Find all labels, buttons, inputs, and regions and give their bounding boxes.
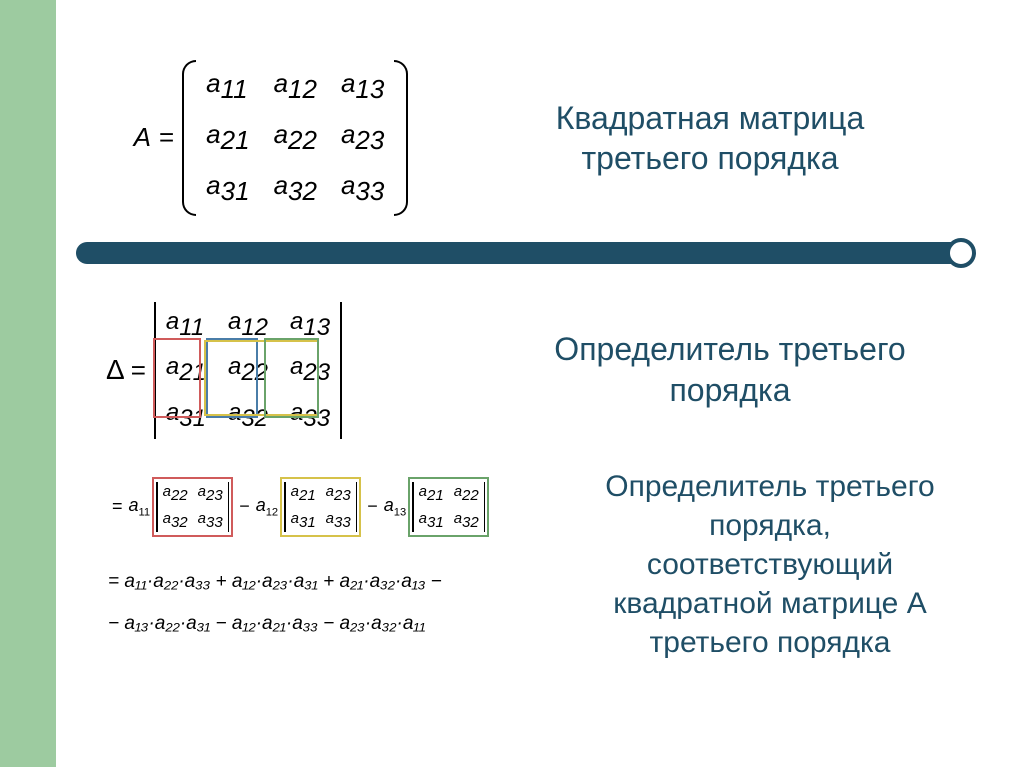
coef: a12: [256, 495, 278, 519]
matrix-parens: a11 a12 a13 a21 a22 a23 a31 a32 a33: [182, 60, 408, 216]
det-bar-right: [340, 302, 342, 439]
cofactor-expansion: = a11 a22a23 a32a33 − a12: [108, 477, 556, 537]
cell: a22: [274, 119, 317, 156]
label-line: Определитель третьего: [556, 467, 984, 506]
cell: a11: [166, 308, 206, 342]
symbol-eq: =: [131, 355, 146, 386]
term-1: a11 a22a23 a32a33: [129, 477, 234, 537]
matrix-a-formula: A = a11 a12 a13 a21 a22 a23 a31 a32 a33: [106, 60, 436, 216]
divider-bar: [76, 242, 964, 264]
label-line: Определитель третьего: [476, 329, 984, 371]
paren-left: [182, 60, 196, 216]
symbol-delta: Δ: [106, 354, 125, 386]
slide-content: A = a11 a12 a13 a21 a22 a23 a31 a32 a33: [56, 0, 1024, 767]
coef: a13: [384, 495, 406, 519]
symbol-A: A: [134, 122, 151, 153]
expansion-formula: = a11 a22a23 a32a33 − a12: [96, 477, 556, 645]
left-sidebar-stripe: [0, 0, 56, 767]
minor-yellow: a21a23 a31a33: [280, 477, 361, 537]
minor-green: a21a22 a31a32: [408, 477, 489, 537]
label-line: третьего порядка: [556, 623, 984, 662]
cell: a13: [290, 308, 330, 342]
section-matrix-definition: A = a11 a12 a13 a21 a22 a23 a31 a32 a33: [96, 60, 984, 216]
matrix-grid: a11 a12 a13 a21 a22 a23 a31 a32 a33: [196, 60, 394, 216]
highlight-red: [153, 338, 201, 418]
term-3: a13 a21a22 a31a32: [384, 477, 490, 537]
cell: a32: [274, 170, 317, 207]
expr-line-1: = a₁₁·a₂₂·a₃₃ + a₁₂·a₂₃·a₃₁ + a₂₁·a₃₂·a₁…: [108, 561, 556, 603]
divider-dot: [946, 238, 976, 268]
cell: a13: [341, 68, 384, 105]
label-line: порядка: [476, 370, 984, 412]
cell: a33: [341, 170, 384, 207]
cell: a12: [274, 68, 317, 105]
section-expansion: = a11 a22a23 a32a33 − a12: [96, 467, 984, 662]
cell: a21: [206, 119, 249, 156]
divider: [96, 242, 984, 268]
symbol-eq: =: [112, 496, 123, 517]
section-determinant: Δ = a11 a12 a13 a21 a22 a23 a31 a32: [96, 302, 984, 439]
section3-label: Определитель третьего порядка, соответст…: [556, 467, 984, 662]
det-grid-wrap: a11 a12 a13 a21 a22 a23 a31 a32 a33: [156, 302, 340, 439]
cell: a12: [228, 308, 268, 342]
paren-right: [394, 60, 408, 216]
expr-line-2: − a₁₃·a₂₂·a₃₁ − a₁₂·a₂₁·a₃₃ − a₂₃·a₃₂·a₁…: [108, 603, 556, 645]
coef: a11: [129, 495, 151, 519]
cell: a11: [206, 68, 249, 105]
section1-label: Квадратная матрица третьего порядка: [436, 98, 984, 178]
expanded-expression: = a₁₁·a₂₂·a₃₃ + a₁₂·a₂₃·a₃₁ + a₂₁·a₃₂·a₁…: [108, 561, 556, 645]
label-line: порядка,: [556, 506, 984, 545]
label-line: Квадратная матрица: [436, 98, 984, 138]
cell: a23: [341, 119, 384, 156]
label-line: третьего порядка: [436, 138, 984, 178]
highlight-green: [264, 338, 319, 418]
symbol-eq: =: [159, 122, 174, 153]
determinant-bars: a11 a12 a13 a21 a22 a23 a31 a32 a33: [154, 302, 342, 439]
section2-label: Определитель третьего порядка: [476, 329, 984, 412]
determinant-formula: Δ = a11 a12 a13 a21 a22 a23 a31 a32: [106, 302, 476, 439]
minor-red: a22a23 a32a33: [152, 477, 233, 537]
label-line: квадратной матрице А: [556, 584, 984, 623]
cell: a31: [206, 170, 249, 207]
symbol-minus: −: [367, 496, 378, 517]
symbol-minus: −: [239, 496, 250, 517]
label-line: соответствующий: [556, 545, 984, 584]
term-2: a12 a21a23 a31a33: [256, 477, 362, 537]
